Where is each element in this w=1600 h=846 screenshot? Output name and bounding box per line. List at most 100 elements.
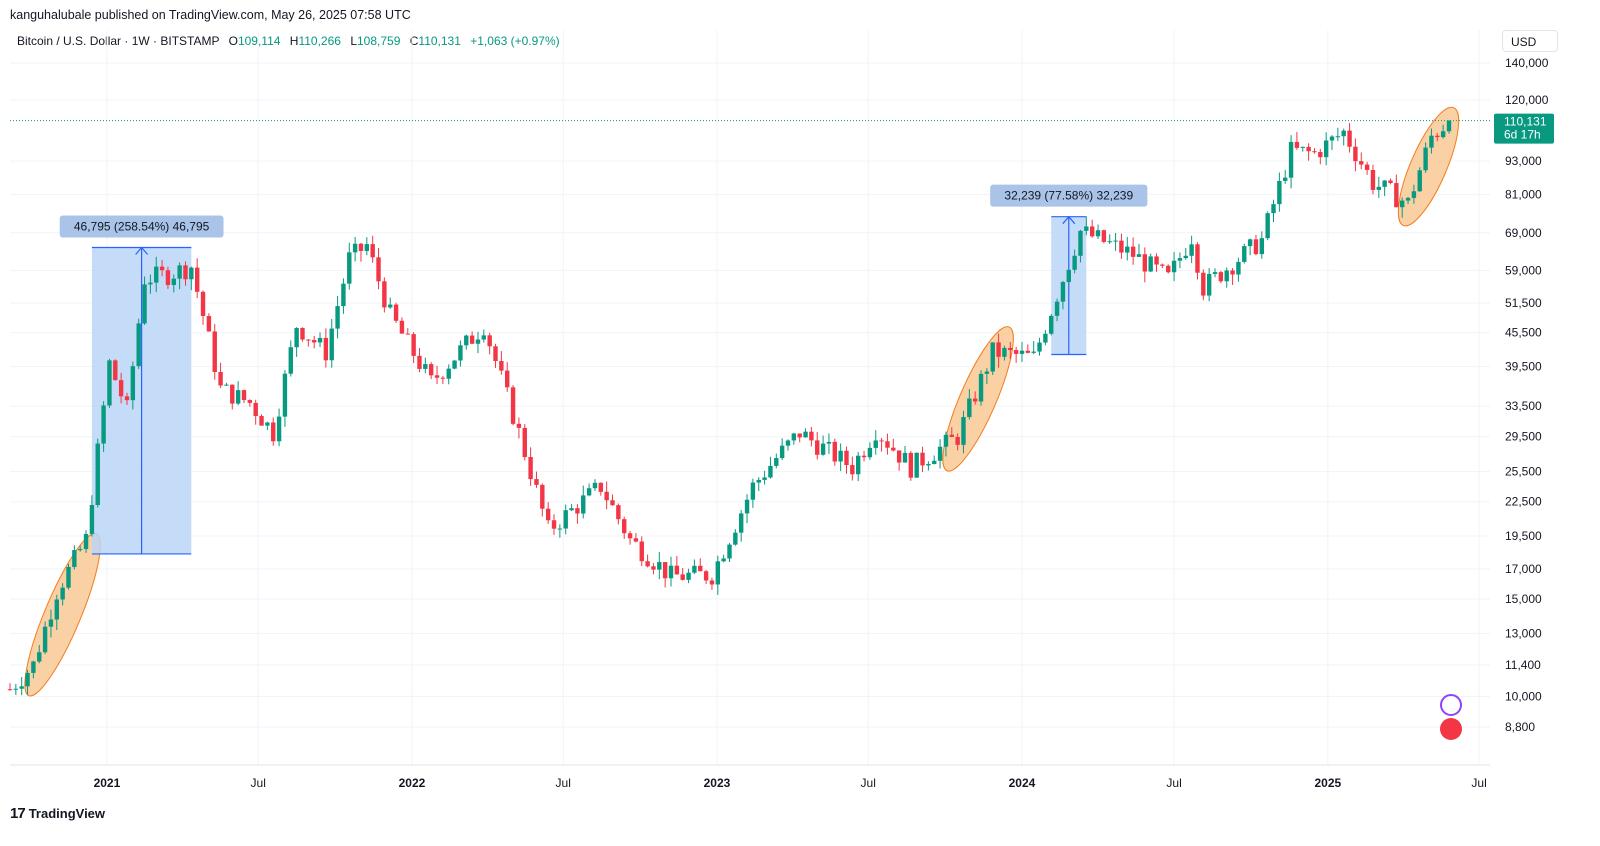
candle-body — [300, 327, 305, 340]
candle-body — [744, 499, 750, 514]
candle-body — [124, 396, 130, 401]
candle-body — [715, 561, 721, 585]
candle-body — [674, 565, 680, 575]
candle-body — [692, 565, 697, 573]
candle-body — [832, 441, 837, 462]
candle-body — [1119, 240, 1124, 253]
candle-body — [908, 452, 914, 478]
candle-body — [399, 320, 405, 334]
tradingview-logo[interactable]: 17 TradingView — [10, 805, 105, 822]
candle-body — [177, 265, 182, 279]
candle-body — [522, 427, 527, 458]
candle-body — [534, 479, 539, 485]
candle-body — [639, 541, 644, 562]
candle-body — [1201, 272, 1206, 296]
candle-body — [493, 346, 498, 362]
candle-body — [7, 689, 13, 691]
candle-body — [1177, 258, 1183, 261]
candle-body — [428, 364, 434, 376]
y-tick-label: 140,000 — [1505, 56, 1549, 70]
candle-body — [434, 375, 440, 378]
x-tick-label: 2025 — [1314, 776, 1341, 790]
y-tick-label: 29,500 — [1505, 430, 1542, 444]
candle-body — [306, 339, 311, 341]
candle-body — [505, 370, 510, 388]
candle-body — [423, 364, 428, 369]
candle-body — [1160, 264, 1165, 266]
candle-body — [598, 482, 604, 492]
measure-label: 46,795 (258.54%) 46,795 — [74, 220, 210, 234]
y-tick-label: 93,000 — [1505, 154, 1542, 168]
candle-body — [212, 331, 217, 372]
candle-body — [1382, 180, 1387, 187]
candle-body — [563, 510, 568, 529]
candle-body — [159, 266, 165, 271]
candle-body — [1271, 204, 1276, 214]
candle-body — [885, 441, 890, 448]
candle-body — [855, 455, 861, 475]
candle-body — [698, 565, 703, 572]
candle-body — [1288, 141, 1294, 178]
candle-body — [253, 402, 258, 417]
symbol-legend: Bitcoin / U.S. Dollar · 1W · BITSTAMP O1… — [17, 34, 560, 48]
candle-body — [1166, 265, 1171, 273]
candle-body — [1089, 226, 1095, 237]
candle-body — [183, 265, 188, 280]
candle-body — [1429, 135, 1434, 148]
candle-body — [83, 533, 89, 550]
candle-body — [317, 337, 323, 343]
measure-label-box — [990, 184, 1148, 207]
x-tick-label: Jul — [251, 776, 266, 790]
x-tick-label: 2024 — [1009, 776, 1036, 790]
candle-body — [703, 571, 709, 581]
candle-body — [370, 244, 375, 258]
candle-body — [949, 434, 954, 437]
candle-body — [1025, 350, 1031, 353]
candle-body — [850, 465, 855, 475]
candle-body — [165, 270, 171, 285]
x-tick-label: 2021 — [94, 776, 121, 790]
candle-body — [265, 422, 270, 426]
candle-body — [136, 323, 141, 367]
candle-body — [768, 465, 773, 478]
y-tick-label: 81,000 — [1505, 187, 1542, 201]
candle-body — [352, 243, 358, 253]
candle-body — [610, 500, 615, 506]
candle-body — [417, 355, 422, 369]
candle-body — [1037, 342, 1042, 352]
candle-body — [452, 360, 457, 369]
candle-body — [1031, 351, 1036, 353]
candle-body — [1353, 146, 1358, 162]
candle-body — [200, 291, 206, 317]
candle-body — [943, 434, 949, 447]
measure-label-box — [59, 215, 224, 238]
candle-body — [1440, 131, 1446, 138]
candle-body — [791, 433, 797, 441]
lightning-icon[interactable] — [1440, 694, 1462, 716]
high-label: H — [289, 34, 299, 48]
candle-body — [844, 450, 849, 466]
candle-body — [259, 416, 264, 426]
candle-body — [774, 458, 779, 466]
candle-body — [826, 441, 832, 444]
candle-body — [235, 390, 241, 404]
candle-body — [1341, 130, 1346, 137]
candle-body — [230, 384, 235, 404]
candle-body — [896, 450, 902, 463]
flag-icon[interactable] — [1440, 718, 1462, 740]
candle-body — [1283, 177, 1288, 181]
time-axis: 2021 Jul 2022 Jul 2023 Jul 2024 Jul 2025 Jul — [10, 764, 1490, 790]
candle-body — [1043, 333, 1048, 343]
candle-body — [194, 267, 200, 292]
candle-body — [469, 335, 475, 344]
candle-body — [1247, 239, 1253, 247]
candle-body — [1359, 161, 1364, 165]
last-price-tag — [1494, 113, 1554, 144]
currency-selector[interactable]: USD — [1502, 30, 1558, 52]
candle-body — [756, 479, 761, 483]
measure-label: 32,239 (77.58%) 32,239 — [1004, 189, 1133, 203]
candle-body — [218, 371, 223, 386]
symbol-name[interactable]: Bitcoin / U.S. Dollar · 1W · BITSTAMP — [17, 34, 220, 48]
highlight-ellipse[interactable] — [930, 320, 1025, 478]
